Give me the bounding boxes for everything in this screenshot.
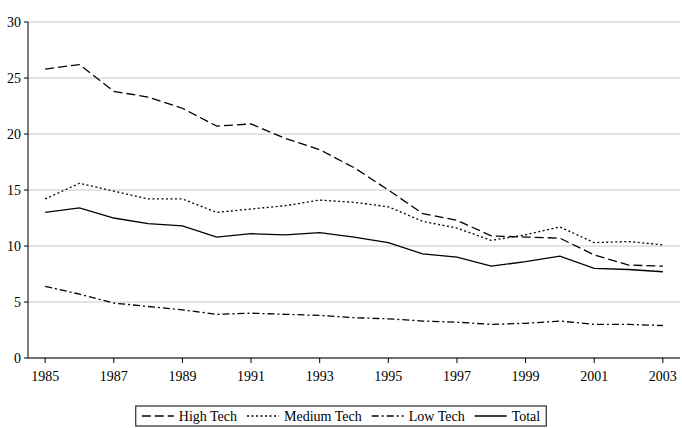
x-tick-label: 2003 xyxy=(649,369,677,384)
series-line xyxy=(45,183,663,245)
legend-label: Low Tech xyxy=(409,409,465,424)
lines xyxy=(45,65,663,326)
x-tick xyxy=(662,358,663,363)
legend-key xyxy=(247,415,279,416)
y-tick xyxy=(24,190,28,191)
x-tick-label: 1989 xyxy=(168,369,196,384)
x-tick xyxy=(251,358,252,363)
chart: 0 5 10 15 20 25 30 1985 1987 1989 1991 1993 1995 1997… xyxy=(0,0,682,428)
x-tick-label: 1985 xyxy=(31,369,59,384)
legend-label: Medium Tech xyxy=(284,409,362,424)
legend: High Tech Medium Tech Low Tech Total xyxy=(136,406,546,426)
x-tick xyxy=(182,358,183,363)
x-axis xyxy=(28,358,680,359)
grid-line xyxy=(28,22,680,23)
legend-label: High Tech xyxy=(179,409,237,424)
y-tick-label: 5 xyxy=(14,295,21,310)
x-tick-label: 1995 xyxy=(374,369,402,384)
y-tick xyxy=(24,134,28,135)
y-tick-label: 10 xyxy=(7,239,21,254)
grid-line xyxy=(28,246,680,247)
y-tick-label: 25 xyxy=(7,71,21,86)
y-tick-label: 30 xyxy=(7,15,21,30)
x-tick xyxy=(45,358,46,363)
grid-line xyxy=(28,134,680,135)
x-tick xyxy=(456,358,457,363)
y-tick xyxy=(24,22,28,23)
grid-line xyxy=(28,358,680,359)
x-tick xyxy=(525,358,526,363)
y-axis xyxy=(28,22,29,358)
y-tick xyxy=(24,246,28,247)
x-tick xyxy=(388,358,389,363)
series-line xyxy=(45,65,663,267)
x-tick-label: 1987 xyxy=(100,369,128,384)
series-line xyxy=(45,286,663,325)
x-tick-label: 2001 xyxy=(580,369,608,384)
y-tick-label: 15 xyxy=(7,183,21,198)
grid-line xyxy=(28,78,680,79)
x-tick xyxy=(113,358,114,363)
x-tick-label: 1993 xyxy=(306,369,334,384)
y-tick xyxy=(24,358,28,359)
y-tick-label: 20 xyxy=(7,127,21,142)
legend-key xyxy=(142,415,174,416)
y-tick xyxy=(24,302,28,303)
y-tick-label: 0 xyxy=(14,351,21,366)
legend-key xyxy=(372,415,404,416)
legend-box xyxy=(136,406,546,426)
legend-label: Total xyxy=(512,409,541,424)
x-tick-label: 1999 xyxy=(512,369,540,384)
x-tick xyxy=(594,358,595,363)
x-tick-label: 1991 xyxy=(237,369,265,384)
grid-line xyxy=(28,302,680,303)
x-tick xyxy=(319,358,320,363)
series-line xyxy=(45,208,663,272)
legend-key xyxy=(475,415,507,416)
grid-line xyxy=(28,190,680,191)
x-tick-label: 1997 xyxy=(443,369,471,384)
y-tick xyxy=(24,78,28,79)
